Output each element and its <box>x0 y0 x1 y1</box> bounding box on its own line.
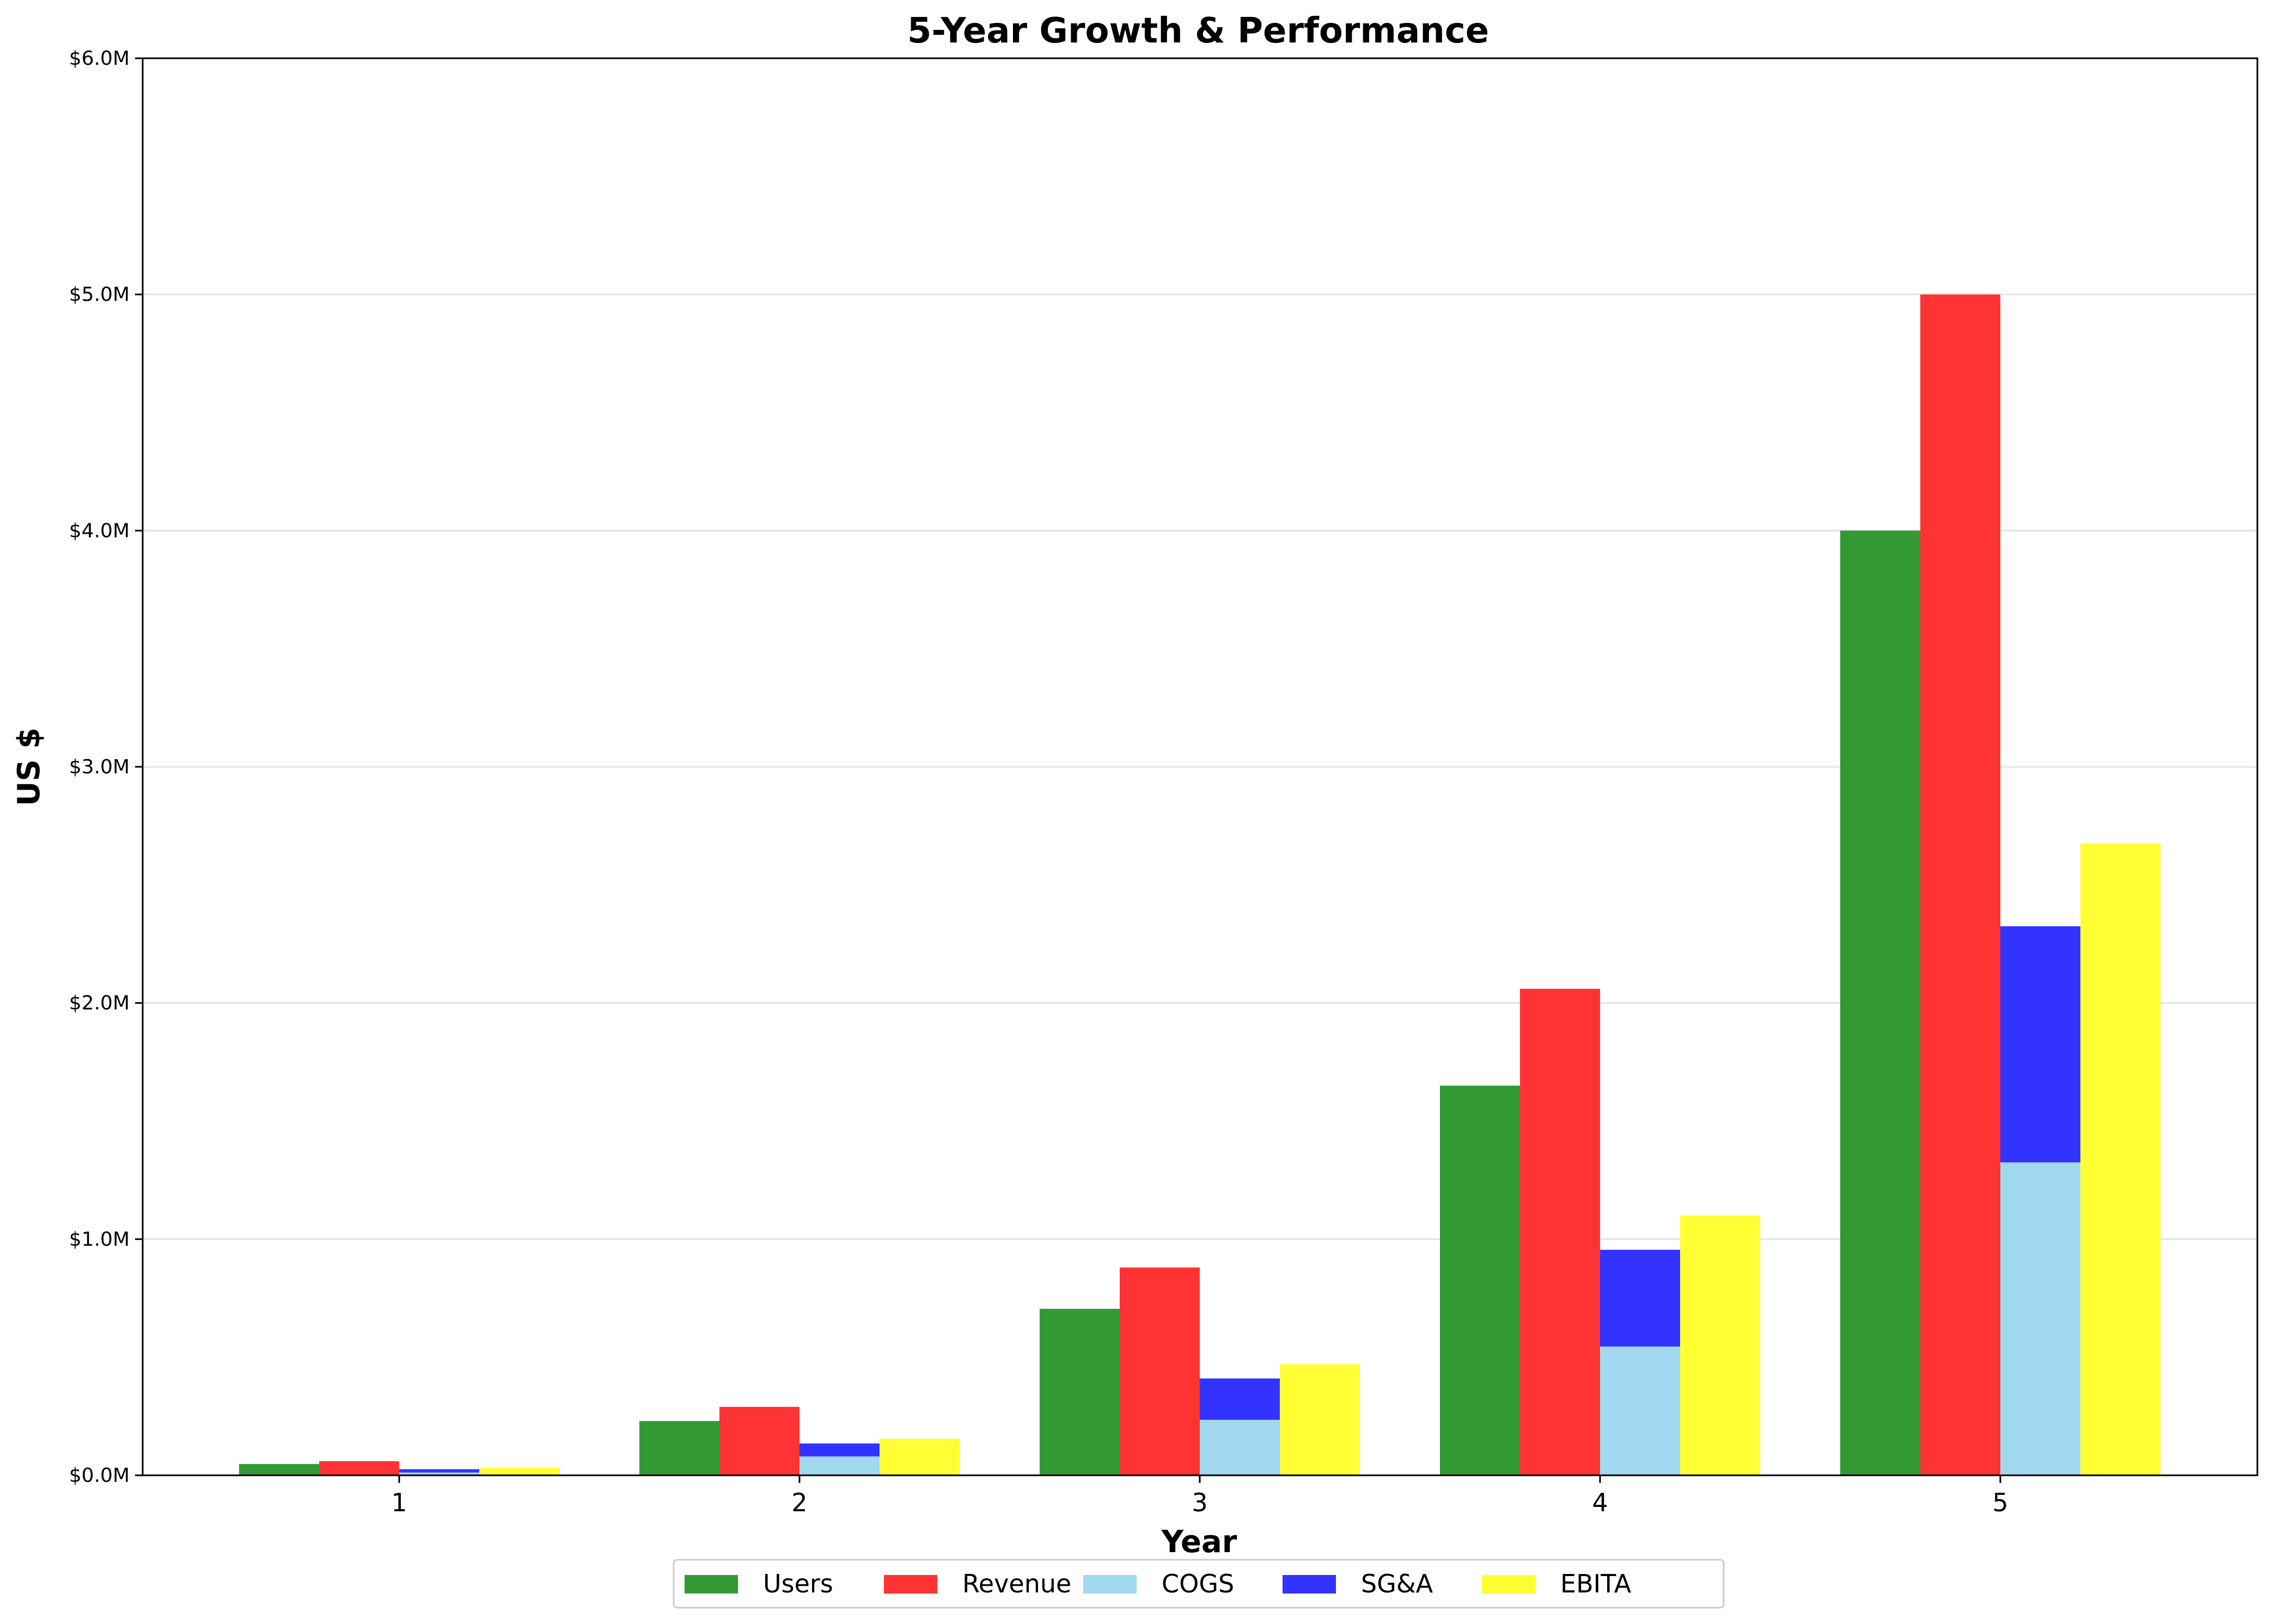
legend-swatch <box>1283 1575 1336 1594</box>
legend-label: COGS <box>1162 1569 1234 1598</box>
bar-revenue-year-1 <box>319 1461 399 1475</box>
x-tick-label: 3 <box>1192 1488 1207 1517</box>
bar-users-year-5 <box>1840 530 1920 1476</box>
bar-revenue-year-3 <box>1120 1267 1200 1475</box>
legend-label: Users <box>763 1569 833 1598</box>
bar-cogs-year-3 <box>1200 1420 1280 1475</box>
legend-box <box>673 1559 1725 1609</box>
legend-label: SG&A <box>1361 1569 1433 1598</box>
legend-label: EBITA <box>1560 1569 1632 1598</box>
bar-revenue-year-5 <box>1920 294 2000 1475</box>
legend-swatch <box>685 1575 738 1594</box>
x-tick-label: 5 <box>1992 1488 2008 1517</box>
legend-swatch <box>1083 1575 1137 1594</box>
bar-sg-a-year-2 <box>799 1443 880 1457</box>
bar-revenue-year-2 <box>719 1407 799 1475</box>
y-tick-label: $6.0M <box>69 47 130 70</box>
legend-entry-revenue: Revenue <box>884 1569 1071 1598</box>
y-tick-label: $0.0M <box>69 1464 130 1487</box>
bar-ebita-year-1 <box>479 1468 559 1475</box>
legend-entry-users: Users <box>685 1569 833 1598</box>
legend-entry-ebita: EBITA <box>1482 1569 1632 1598</box>
bar-revenue-year-4 <box>1520 988 1600 1475</box>
bar-sg-a-year-1 <box>399 1469 479 1473</box>
x-tick-label: 2 <box>791 1488 807 1517</box>
chart-title: 5-Year Growth & Performance <box>907 11 1489 51</box>
y-tick-label: $4.0M <box>69 520 130 542</box>
bar-cogs-year-5 <box>2000 1162 2080 1475</box>
y-tick-label: $1.0M <box>69 1228 130 1250</box>
legend-swatch <box>884 1575 937 1594</box>
bar-users-year-2 <box>639 1421 719 1475</box>
legend-swatch <box>1482 1575 1535 1594</box>
bar-cogs-year-2 <box>799 1456 880 1475</box>
x-axis-ticks: 1 2 3 4 5 <box>391 1475 2009 1517</box>
bar-ebita-year-2 <box>880 1438 960 1475</box>
legend-label: Revenue <box>962 1569 1071 1598</box>
x-tick-label: 4 <box>1592 1488 1608 1517</box>
bar-sg-a-year-5 <box>2000 926 2080 1163</box>
bar-ebita-year-3 <box>1280 1364 1360 1475</box>
bar-users-year-1 <box>239 1464 319 1475</box>
x-axis-label: Year <box>1161 1524 1237 1560</box>
bar-users-year-4 <box>1440 1085 1520 1475</box>
y-axis-ticks: $0.0M $1.0M $2.0M $3.0M $4.0M $5.0M $6.0M <box>69 47 143 1487</box>
bars <box>239 294 2160 1476</box>
bar-sg-a-year-4 <box>1600 1249 1680 1347</box>
y-tick-label: $5.0M <box>69 284 130 306</box>
y-tick-label: $3.0M <box>69 756 130 778</box>
bar-cogs-year-4 <box>1600 1346 1680 1475</box>
legend-entry-cogs: COGS <box>1083 1569 1234 1598</box>
bar-cogs-year-1 <box>399 1472 479 1475</box>
legend-entry-sg-a: SG&A <box>1283 1569 1433 1598</box>
y-tick-label: $2.0M <box>69 992 130 1015</box>
legend: Users Revenue COGS SG&A EBITA <box>673 1559 1725 1609</box>
bar-ebita-year-5 <box>2080 843 2160 1475</box>
x-tick-label: 1 <box>391 1488 407 1517</box>
bar-ebita-year-4 <box>1680 1215 1760 1475</box>
bar-sg-a-year-3 <box>1200 1378 1280 1420</box>
bar-users-year-3 <box>1040 1309 1120 1475</box>
y-axis-label: US $ <box>11 728 47 806</box>
